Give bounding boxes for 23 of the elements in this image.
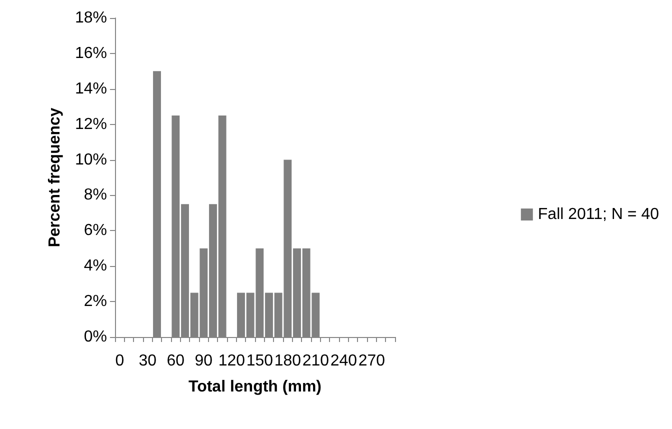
- y-tick-label: 16%: [74, 44, 107, 62]
- x-tick-label: 150: [246, 352, 274, 370]
- y-tick-label: 18%: [74, 10, 107, 26]
- x-tick-label: 90: [194, 352, 213, 370]
- x-tick-label: 210: [302, 352, 330, 370]
- y-tick-label: 0%: [84, 328, 107, 346]
- x-axis-title: Total length (mm): [188, 378, 322, 396]
- y-tick-label: 8%: [84, 186, 107, 204]
- y-tick-label: 10%: [74, 151, 107, 168]
- y-tick-label: 6%: [84, 222, 107, 240]
- x-tick-label: 180: [274, 352, 302, 370]
- y-axis-title: Percent frequency: [46, 108, 64, 248]
- x-tick-label: 270: [358, 352, 386, 370]
- y-tick-label: 12%: [74, 116, 107, 133]
- x-tick-label: 240: [330, 352, 358, 370]
- legend-label: Fall 2011; N = 40: [538, 206, 660, 223]
- x-tick-label: 120: [218, 352, 246, 370]
- y-tick-label: 4%: [84, 258, 107, 275]
- y-tick-label: 14%: [74, 80, 107, 98]
- x-tick-label: 0: [115, 352, 124, 370]
- x-tick-label: 30: [138, 352, 157, 370]
- y-tick-label: 2%: [84, 293, 107, 310]
- x-tick-label: 60: [166, 352, 185, 370]
